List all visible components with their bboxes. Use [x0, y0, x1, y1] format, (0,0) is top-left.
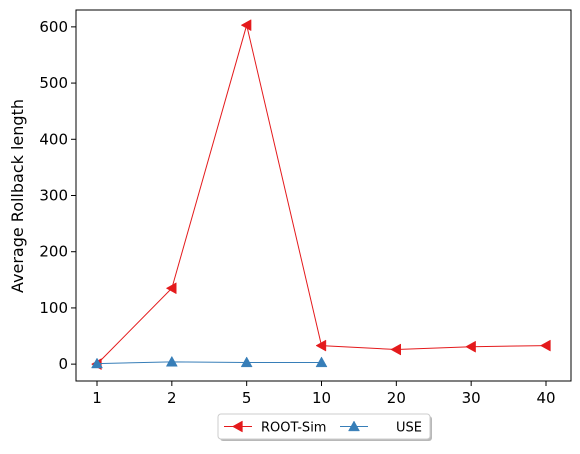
y-tick-label: 0 — [58, 355, 68, 373]
series-layer — [92, 20, 551, 370]
series-root-sim — [92, 20, 551, 370]
x-tick-label: 5 — [242, 389, 252, 407]
data-point — [466, 341, 476, 352]
y-axis-label: Average Rollback length — [8, 99, 27, 293]
data-point — [391, 344, 401, 355]
data-point — [166, 356, 177, 366]
x-tick-label: 20 — [387, 389, 406, 407]
data-point — [541, 340, 551, 351]
x-tick-label: 2 — [167, 389, 177, 407]
y-tick-label: 300 — [39, 187, 68, 205]
x-tick-label: 1 — [92, 389, 102, 407]
plot-frame — [76, 10, 571, 381]
y-tick-label: 100 — [39, 299, 68, 317]
x-tick-label: 40 — [536, 389, 555, 407]
y-tick-label: 400 — [39, 130, 68, 148]
series-use — [92, 356, 328, 368]
series-line — [97, 25, 546, 364]
x-tick-label: 10 — [312, 389, 331, 407]
legend: ROOT-Sim USE — [218, 414, 432, 441]
y-tick-label: 200 — [39, 243, 68, 261]
legend-label: ROOT-Sim — [261, 421, 326, 436]
x-tick-label: 30 — [462, 389, 481, 407]
data-point — [241, 20, 251, 31]
y-tick-label: 500 — [39, 74, 68, 92]
legend-label: USE — [396, 421, 422, 436]
x-axis-ticks: 1 2 5 10 20 30 40 — [92, 381, 555, 407]
data-point — [316, 357, 327, 367]
y-axis-ticks: 0 100 200 300 400 500 600 — [39, 18, 76, 373]
series-line — [97, 362, 322, 364]
y-tick-label: 600 — [39, 18, 68, 36]
data-point — [241, 357, 252, 367]
